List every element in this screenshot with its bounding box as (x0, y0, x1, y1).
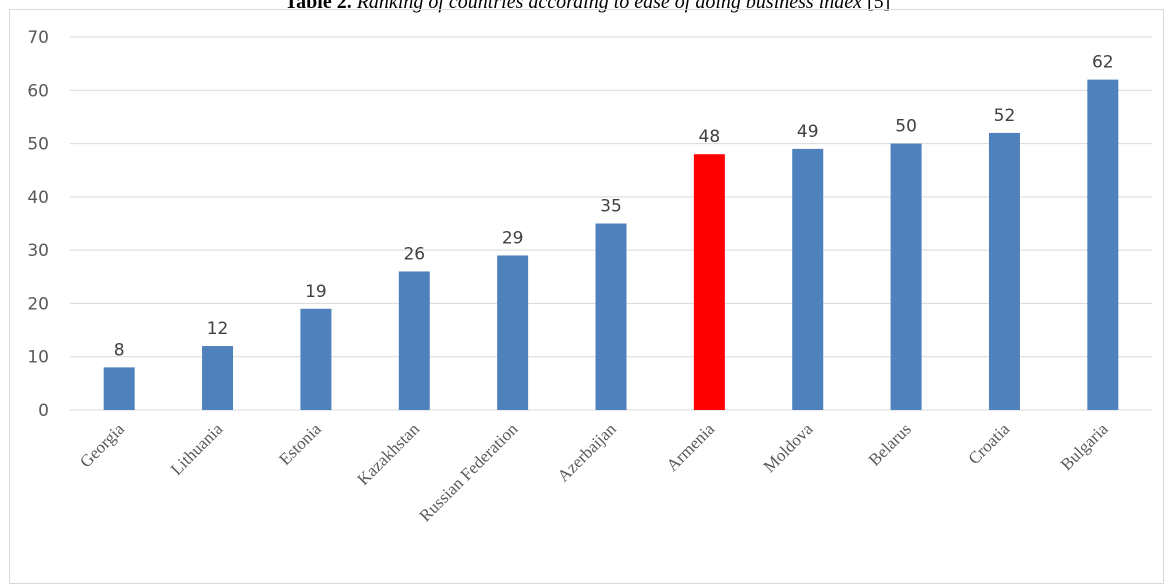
x-tick-label: Bulgaria (1057, 419, 1112, 474)
x-tick-label: Russian Federation (416, 419, 522, 525)
y-tick-label: 50 (27, 135, 49, 155)
data-label: 35 (600, 197, 622, 217)
y-tick-label: 60 (27, 81, 49, 101)
data-label: 48 (699, 127, 721, 147)
data-label: 26 (403, 244, 425, 264)
y-tick-label: 20 (27, 294, 49, 314)
bar (1087, 79, 1119, 410)
bar (988, 132, 1020, 410)
x-tick-label: Estonia (275, 419, 325, 469)
bar (792, 148, 824, 410)
y-tick-label: 30 (27, 241, 49, 261)
bar (103, 367, 135, 410)
bar (300, 308, 332, 410)
x-tick-label: Armenia (663, 419, 719, 475)
bar (595, 223, 627, 410)
x-tick-label: Georgia (76, 419, 128, 471)
data-label: 19 (305, 282, 327, 302)
x-tick-label: Lithuania (167, 419, 227, 479)
x-tick-label: Moldova (760, 419, 817, 476)
data-label: 8 (114, 340, 125, 360)
y-tick-label: 70 (27, 28, 49, 48)
bar (398, 271, 430, 410)
x-tick-label: Kazakhstan (354, 419, 424, 489)
chart-area (9, 9, 1164, 584)
y-tick-label: 10 (27, 348, 49, 368)
data-label: 29 (502, 228, 524, 248)
bar (890, 143, 922, 411)
data-label: 12 (207, 319, 229, 339)
x-tick-label: Azerbaijan (554, 419, 621, 486)
data-label: 49 (797, 122, 819, 142)
data-label: 50 (895, 117, 917, 137)
bar (497, 255, 529, 410)
y-tick-label: 0 (38, 401, 49, 421)
x-tick-label: Belarus (865, 419, 915, 469)
bar (202, 346, 234, 410)
x-tick-label: Croatia (964, 419, 1013, 468)
y-tick-label: 40 (27, 188, 49, 208)
bar (693, 154, 725, 410)
data-label: 62 (1092, 53, 1114, 73)
data-label: 52 (994, 106, 1016, 126)
